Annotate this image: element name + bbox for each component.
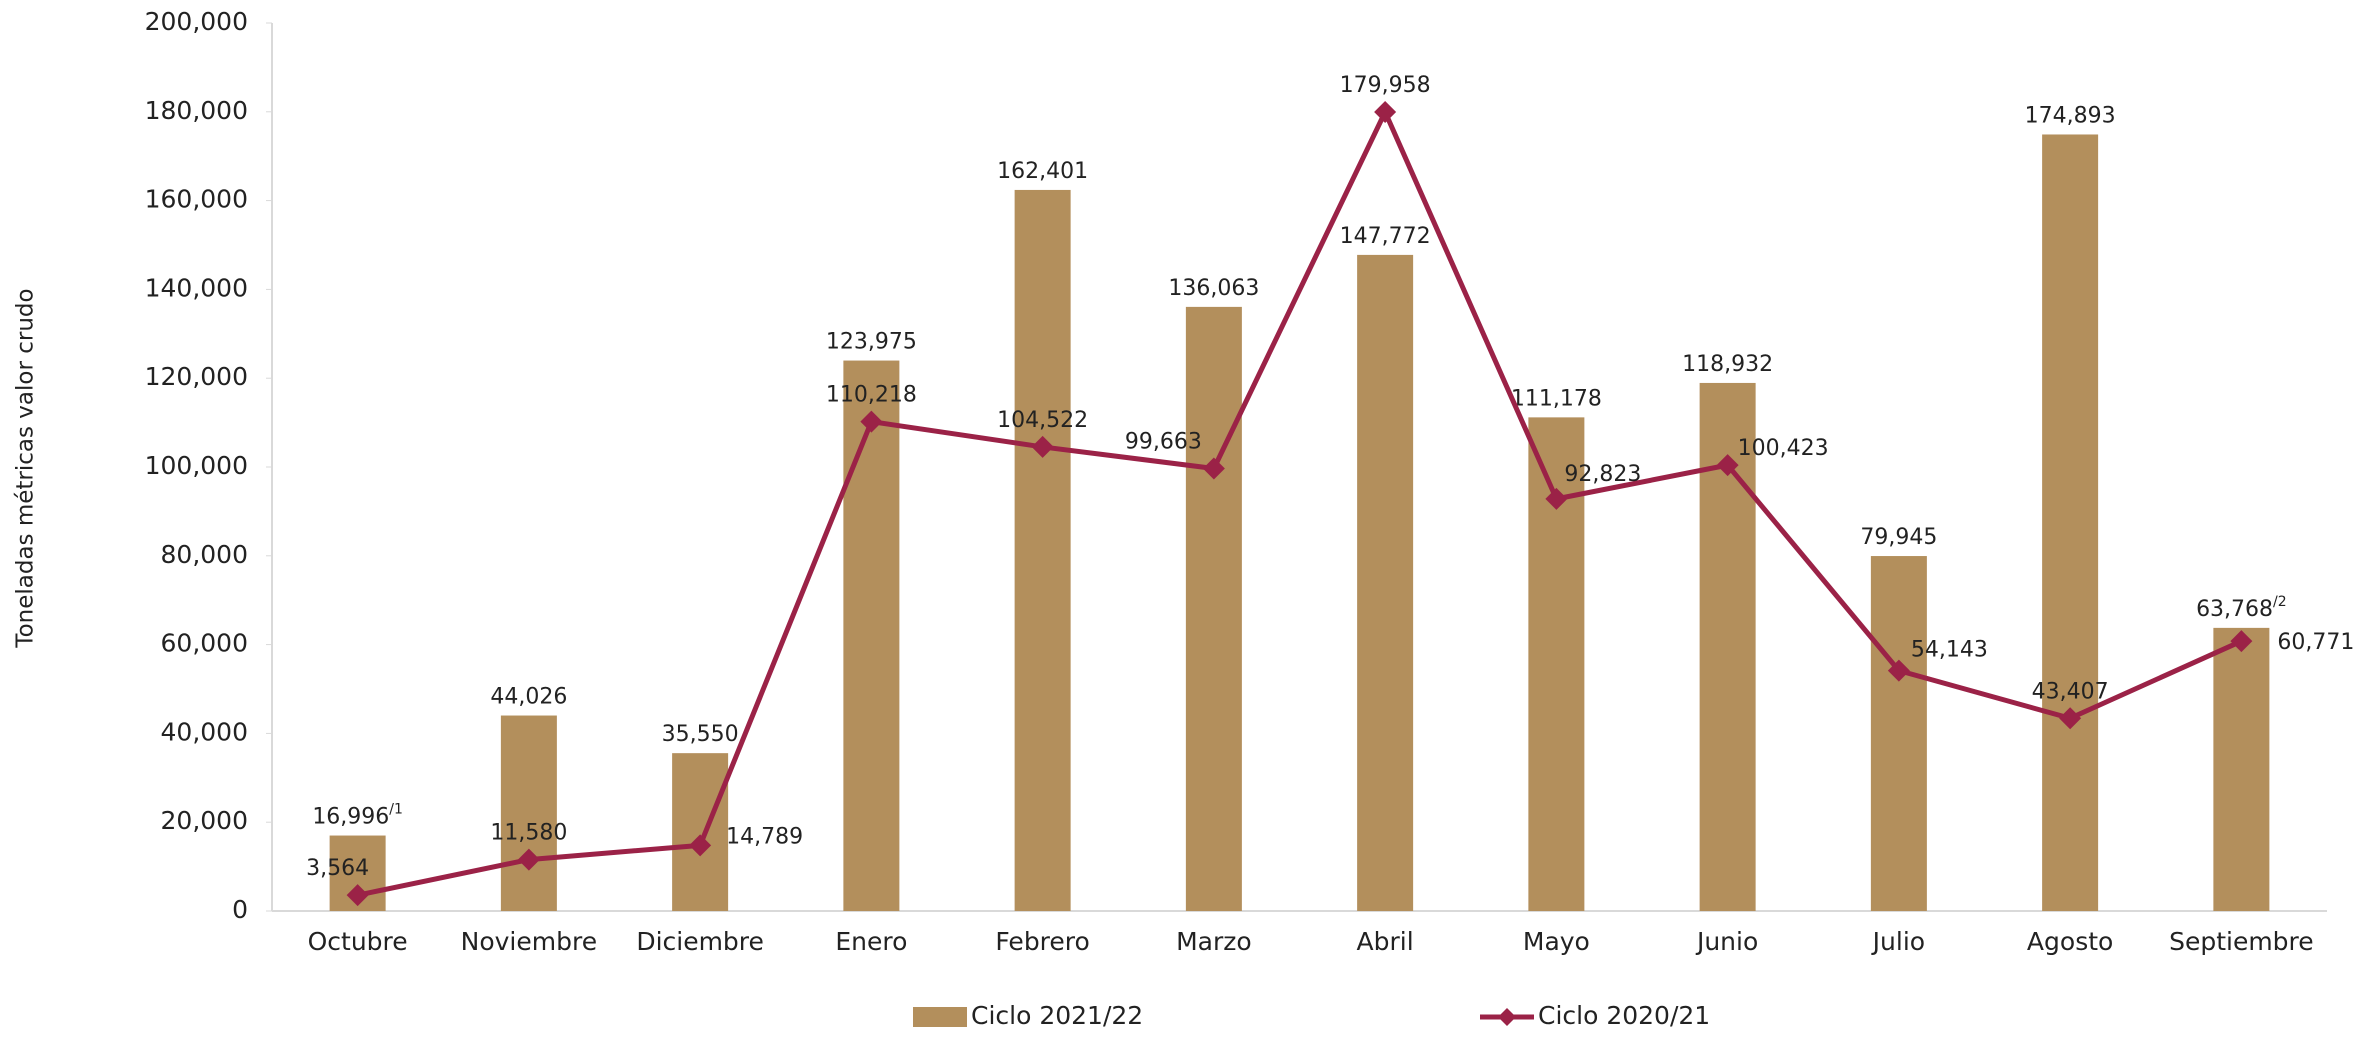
y-tick-label: 140,000 xyxy=(145,273,248,302)
data-label-value: 162,401 xyxy=(997,159,1088,184)
page: {"chart_data": {"type": "bar_line", "y_l… xyxy=(0,0,2369,1038)
data-label: 174,893 xyxy=(2025,103,2116,128)
data-label-value: 174,893 xyxy=(2025,103,2116,128)
y-tick-label: 40,000 xyxy=(161,717,248,746)
data-label: 79,945 xyxy=(1860,525,1937,550)
x-tick-label: Octubre xyxy=(308,927,408,956)
y-axis-label: Toneladas métricas valor crudo xyxy=(13,288,39,648)
x-tick-label: Mayo xyxy=(1523,927,1590,956)
data-label: 147,772 xyxy=(1340,224,1431,249)
y-tick-label: 200,000 xyxy=(145,7,248,36)
data-label: 43,407 xyxy=(2032,679,2109,704)
data-label: 3,564 xyxy=(306,856,369,881)
x-tick-label: Abril xyxy=(1357,927,1414,956)
y-tick-label: 180,000 xyxy=(145,96,248,125)
bar xyxy=(843,361,899,911)
data-label: 16,996/1 xyxy=(312,802,403,830)
bar xyxy=(672,753,728,911)
bar xyxy=(2213,628,2269,911)
data-label-value: 123,975 xyxy=(826,330,917,355)
data-label: 11,580 xyxy=(490,821,567,846)
data-label: 35,550 xyxy=(662,722,739,747)
x-tick-label: Enero xyxy=(835,927,907,956)
x-tick-label: Febrero xyxy=(995,927,1089,956)
line xyxy=(358,112,2242,895)
data-label-value: 44,026 xyxy=(490,685,567,710)
y-tick-label: 0 xyxy=(232,895,248,924)
data-label-value: 136,063 xyxy=(1168,276,1259,301)
data-label: 92,823 xyxy=(1564,462,1641,487)
x-tick-label: Marzo xyxy=(1176,927,1252,956)
legend-label: Ciclo 2020/21 xyxy=(1538,1001,1710,1030)
x-tick-label: Julio xyxy=(1871,927,1925,956)
y-tick-label: 160,000 xyxy=(145,185,248,214)
y-tick-label: 20,000 xyxy=(161,806,248,835)
data-label: 44,026 xyxy=(490,685,567,710)
y-tick-label: 80,000 xyxy=(161,540,248,569)
data-label-value: 111,178 xyxy=(1511,386,1602,411)
bar xyxy=(1871,556,1927,911)
x-tick-label: Noviembre xyxy=(461,927,597,956)
data-label-note: /2 xyxy=(2273,594,2287,610)
bar xyxy=(2042,134,2098,911)
x-tick-label: Junio xyxy=(1695,927,1758,956)
data-label-value: 63,768 xyxy=(2196,597,2273,622)
chart: Toneladas métricas valor crudo 0 20,000 40… xyxy=(0,0,2369,1038)
line-marker xyxy=(1374,101,1396,123)
y-tick-label: 120,000 xyxy=(145,362,248,391)
x-tick-label: Agosto xyxy=(2027,927,2113,956)
data-label-value: 118,932 xyxy=(1682,352,1773,377)
data-label: 118,932 xyxy=(1682,352,1773,377)
bar xyxy=(1015,190,1071,911)
data-label: 123,975 xyxy=(826,330,917,355)
bar xyxy=(1357,255,1413,911)
data-label-value: 79,945 xyxy=(1860,525,1937,550)
data-label-value: 147,772 xyxy=(1340,224,1431,249)
data-label: 99,663 xyxy=(1125,429,1202,454)
data-label: 100,423 xyxy=(1738,436,1829,461)
data-label: 110,218 xyxy=(826,383,917,408)
data-label: 136,063 xyxy=(1168,276,1259,301)
bar xyxy=(1186,307,1242,911)
data-label: 60,771 xyxy=(2277,630,2354,655)
y-tick-label: 60,000 xyxy=(161,629,248,658)
data-label: 14,789 xyxy=(726,824,803,849)
data-label: 179,958 xyxy=(1340,73,1431,98)
x-tick-label: Diciembre xyxy=(636,927,764,956)
legend-marker xyxy=(1498,1008,1516,1026)
bar xyxy=(501,716,557,911)
data-label: 111,178 xyxy=(1511,386,1602,411)
data-label: 54,143 xyxy=(1911,638,1988,663)
y-tick-label: 100,000 xyxy=(145,451,248,480)
data-label: 162,401 xyxy=(997,159,1088,184)
data-label-note: /1 xyxy=(389,802,403,818)
data-label-value: 35,550 xyxy=(662,722,739,747)
legend-label: Ciclo 2021/22 xyxy=(971,1001,1143,1030)
x-tick-label: Septiembre xyxy=(2169,927,2314,956)
data-label-value: 16,996 xyxy=(312,805,389,830)
data-label: 104,522 xyxy=(997,408,1088,433)
legend-swatch xyxy=(913,1007,967,1027)
data-label: 63,768/2 xyxy=(2196,594,2287,622)
